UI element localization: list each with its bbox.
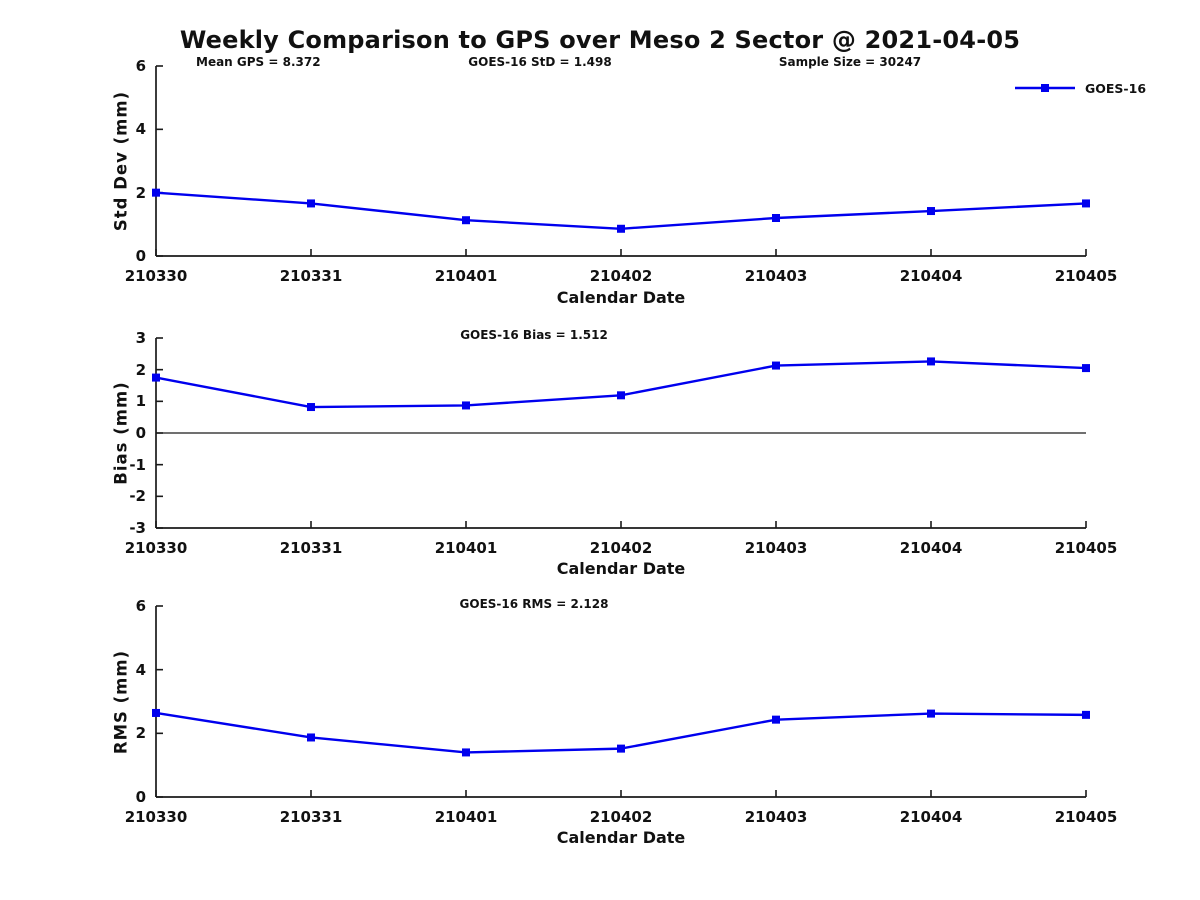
std-dev-x-axis-label: Calendar Date [556,288,686,307]
x-tick-label: 210401 [434,267,498,285]
data-point-marker [617,224,625,233]
x-tick-label: 210402 [589,539,653,557]
data-point-marker [152,373,160,382]
x-tick-label: 210403 [744,539,808,557]
legend-label: GOES-16 [1085,80,1147,96]
data-point-marker [152,188,160,197]
data-point-marker [772,715,780,724]
x-tick-label: 210331 [279,539,343,557]
rms-x-axis-label: Calendar Date [556,828,686,847]
data-point-marker [152,708,160,717]
y-tick-label: 3 [135,329,146,347]
y-tick-label: 0 [135,788,146,806]
legend-marker-icon [1041,84,1049,92]
x-tick-label: 210402 [589,267,653,285]
x-tick-label: 210331 [279,808,343,826]
bias-plot-area [152,337,1090,529]
y-tick-label: 0 [135,247,146,265]
y-tick-label: 6 [135,57,146,75]
y-tick-label: 4 [135,120,146,139]
data-point-marker [462,216,470,225]
data-point-marker [617,744,625,753]
legend: GOES-16 [1014,79,1146,97]
bias-x-axis-label: Calendar Date [556,559,686,578]
mean-gps-annotation: Mean GPS = 8.372 [196,55,321,69]
data-point-marker [1082,710,1090,719]
x-tick-label: 210330 [124,808,188,826]
y-tick-label: 2 [135,183,146,202]
data-point-marker [927,709,935,718]
x-tick-label: 210404 [899,539,963,557]
data-point-marker [1082,199,1090,208]
x-tick-label: 210331 [279,267,343,285]
y-tick-label: -3 [129,519,146,537]
std-dev-plot-area [152,65,1090,257]
y-tick-label: 6 [135,597,146,615]
y-tick-label: 1 [135,392,146,411]
data-point-marker [307,199,315,208]
y-tick-label: 4 [135,660,146,679]
data-point-marker [307,403,315,412]
x-tick-label: 210402 [589,808,653,826]
data-point-marker [617,391,625,400]
x-tick-label: 210330 [124,267,188,285]
y-tick-label: -1 [129,455,146,474]
figure-title: Weekly Comparison to GPS over Meso 2 Sec… [179,26,1021,54]
sample-size-annotation: Sample Size = 30247 [778,55,922,69]
y-tick-label: -2 [129,487,146,506]
rms-subplot-title: GOES-16 RMS = 2.128 [459,597,609,611]
data-point-marker [462,748,470,757]
data-point-marker [307,733,315,742]
data-point-marker [1082,364,1090,373]
x-tick-label: 210330 [124,539,188,557]
x-tick-label: 210403 [744,267,808,285]
x-tick-label: 210405 [1054,808,1118,826]
y-tick-label: 2 [135,360,146,379]
x-tick-label: 210404 [899,267,963,285]
data-point-marker [927,357,935,366]
y-tick-label: 0 [135,424,146,442]
x-tick-label: 210404 [899,808,963,826]
legend-line-sample [1015,84,1075,92]
x-tick-label: 210403 [744,808,808,826]
x-tick-label: 210401 [434,808,498,826]
x-tick-label: 210401 [434,539,498,557]
data-point-marker [462,401,470,410]
data-point-marker [772,361,780,370]
goes16-std-annotation: GOES-16 StD = 1.498 [468,55,612,69]
x-tick-label: 210405 [1054,267,1118,285]
data-point-marker [772,214,780,222]
rms-plot-area [152,605,1090,798]
x-tick-label: 210405 [1054,539,1118,557]
data-point-marker [927,207,935,216]
y-tick-label: 2 [135,724,146,743]
bias-subplot-title: GOES-16 Bias = 1.512 [460,328,608,342]
